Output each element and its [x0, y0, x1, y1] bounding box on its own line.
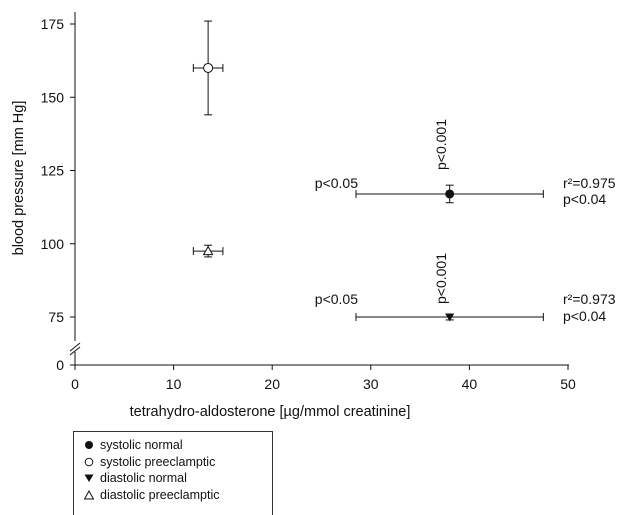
axis-break-mark [69, 346, 81, 356]
y-tick-label: 100 [41, 236, 65, 252]
scatter-chart: 0 10 20 30 40 50 0 75 100 125 150 175 p<0.001 p<0.0… [11, 12, 616, 420]
legend: systolic normal systolic preeclamptic di… [73, 431, 273, 515]
data-point [202, 245, 214, 256]
y-tick-label: 0 [56, 357, 64, 373]
open-up-triangle-marker-icon [84, 489, 94, 500]
x-tick-label: 40 [462, 376, 478, 392]
open-circle-marker-icon [84, 457, 94, 467]
sys-p-right-label: p<0.04 [563, 191, 606, 207]
legend-label: systolic preeclamptic [100, 454, 216, 469]
legend-item-systolic-normal: systolic normal [84, 437, 272, 454]
sys-p-vertical-label: p<0.001 [433, 119, 449, 170]
dia-p-right-label: p<0.04 [563, 308, 606, 324]
sys-p-left-label: p<0.05 [315, 175, 358, 191]
filled-circle-marker-icon [85, 441, 93, 450]
dia-p-vertical-label: p<0.001 [433, 253, 449, 304]
x-tick-label: 10 [166, 376, 182, 392]
legend-item-systolic-preeclamptic: systolic preeclamptic [84, 454, 272, 471]
axis-break-mark [69, 342, 81, 352]
x-axis-label: tetrahydro-aldosterone [µg/mmol creatini… [130, 404, 411, 420]
axes: 0 10 20 30 40 50 0 75 100 125 150 175 [41, 12, 576, 392]
filled-down-triangle-marker-icon [84, 474, 94, 483]
x-tick-label: 0 [71, 376, 79, 392]
dia-p-left-label: p<0.05 [315, 291, 358, 307]
x-tick-label: 50 [560, 376, 576, 392]
data-point [445, 189, 455, 199]
annotations: p<0.001 p<0.05 r²=0.975 p<0.04 p<0.001 p… [315, 119, 616, 324]
legend-item-diastolic-normal: diastolic normal [84, 470, 272, 487]
chart-marks [192, 20, 544, 322]
data-point [203, 62, 214, 73]
legend-item-diastolic-preeclamptic: diastolic preeclamptic [84, 487, 272, 504]
x-tick-label: 20 [264, 376, 280, 392]
legend-label: systolic normal [100, 438, 183, 453]
data-point [445, 313, 455, 322]
y-tick-label: 125 [41, 163, 65, 179]
y-tick-label: 175 [41, 16, 65, 32]
y-axis-label: blood pressure [mm Hg] [11, 101, 27, 256]
legend-label: diastolic preeclamptic [100, 487, 220, 502]
x-tick-label: 30 [363, 376, 379, 392]
sys-r2-label: r²=0.975 [563, 175, 616, 191]
dia-r2-label: r²=0.973 [563, 291, 616, 307]
legend-label: diastolic normal [100, 471, 187, 486]
y-tick-label: 150 [41, 89, 65, 105]
y-tick-label: 75 [48, 309, 64, 325]
